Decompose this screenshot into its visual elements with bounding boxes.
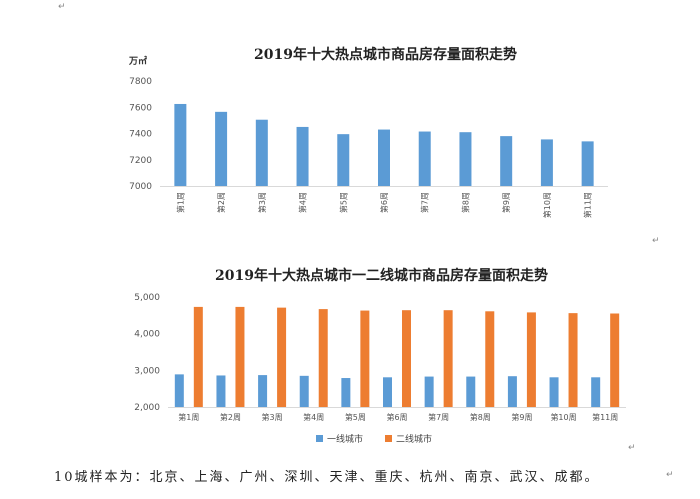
legend-label: 二线城市	[396, 435, 433, 445]
bar	[235, 306, 245, 407]
x-tick-label: 第8周	[460, 192, 470, 213]
y-tick-label: 4,000	[134, 330, 160, 340]
bar	[443, 310, 453, 407]
x-tick-label: 第10周	[542, 192, 552, 218]
bar	[500, 136, 513, 186]
chart2-legend: 一线城市 二线城市	[316, 432, 432, 445]
bar	[526, 312, 536, 407]
bar	[337, 134, 350, 186]
x-tick-label: 第7周	[428, 412, 449, 422]
bar	[255, 119, 268, 186]
x-tick-label: 第8周	[470, 412, 491, 422]
bar	[299, 375, 309, 407]
legend-label: 一线城市	[327, 435, 364, 445]
bar	[591, 377, 601, 407]
x-tick-label: 第1周	[175, 192, 185, 213]
x-tick-label: 第10周	[550, 412, 576, 422]
x-tick-label: 第6周	[386, 412, 407, 422]
bar	[610, 313, 620, 407]
bar	[549, 377, 559, 407]
bar	[581, 141, 594, 186]
legend-item-series-1: 一线城市	[316, 432, 363, 445]
bar	[466, 376, 476, 407]
y-tick-label: 7600	[129, 103, 152, 113]
bar	[402, 310, 411, 407]
bar	[318, 309, 328, 407]
y-tick-label: 7200	[129, 156, 152, 166]
bar	[540, 139, 553, 186]
x-tick-label: 第7周	[420, 192, 430, 213]
bar	[378, 129, 390, 186]
paragraph-mark: ↵	[666, 470, 674, 480]
bar	[383, 377, 392, 407]
y-tick-label: 3,000	[134, 366, 160, 376]
sample-cities-caption: 10城样本为：北京、上海、广州、深圳、天津、重庆、杭州、南京、武汉、成都。	[54, 470, 600, 485]
x-tick-label: 第5周	[338, 192, 348, 213]
y-tick-label: 5,000	[134, 293, 160, 303]
y-tick-label: 7400	[129, 130, 152, 140]
bar	[568, 313, 578, 407]
x-tick-label: 第11周	[583, 192, 593, 218]
x-tick-label: 第4周	[303, 412, 324, 422]
bar	[296, 126, 309, 186]
legend-swatch	[385, 435, 393, 442]
paragraph-mark: ↵	[652, 236, 660, 246]
legend-item-series-2: 二线城市	[385, 432, 432, 445]
bar	[174, 374, 184, 407]
bar	[215, 111, 228, 186]
paragraph-mark: ↵	[58, 2, 66, 12]
chart1-y-unit: 万㎡	[129, 57, 148, 67]
legend-swatch	[316, 435, 323, 442]
bar	[424, 376, 434, 407]
x-tick-label: 第2周	[220, 412, 241, 422]
chart1-title: 2019年十大热点城市商品房存量面积走势	[254, 47, 517, 63]
x-tick-label: 第3周	[257, 192, 267, 213]
bar	[277, 307, 287, 407]
bar	[360, 310, 370, 407]
x-tick-label: 第9周	[501, 192, 511, 213]
bar	[418, 131, 431, 186]
bar	[216, 375, 226, 407]
x-tick-label: 第1周	[178, 412, 199, 422]
y-tick-label: 7000	[129, 182, 152, 192]
y-tick-label: 7800	[129, 77, 152, 87]
bar	[341, 378, 351, 407]
paragraph-mark: ↵	[628, 443, 636, 453]
bar	[193, 306, 203, 407]
x-tick-label: 第2周	[216, 192, 226, 213]
x-tick-label: 第5周	[345, 412, 366, 422]
x-tick-label: 第3周	[262, 412, 283, 422]
chart2-title: 2019年十大热点城市一二线城市商品房存量面积走势	[215, 268, 548, 284]
bar	[174, 103, 187, 186]
bar	[258, 375, 268, 407]
x-tick-label: 第11周	[592, 412, 618, 422]
bar	[485, 311, 495, 407]
bar	[507, 376, 517, 407]
x-tick-label: 第9周	[511, 412, 532, 422]
x-tick-label: 第4周	[298, 192, 308, 213]
x-tick-label: 第6周	[379, 192, 389, 213]
y-tick-label: 2,000	[134, 403, 160, 413]
bar	[459, 132, 472, 186]
